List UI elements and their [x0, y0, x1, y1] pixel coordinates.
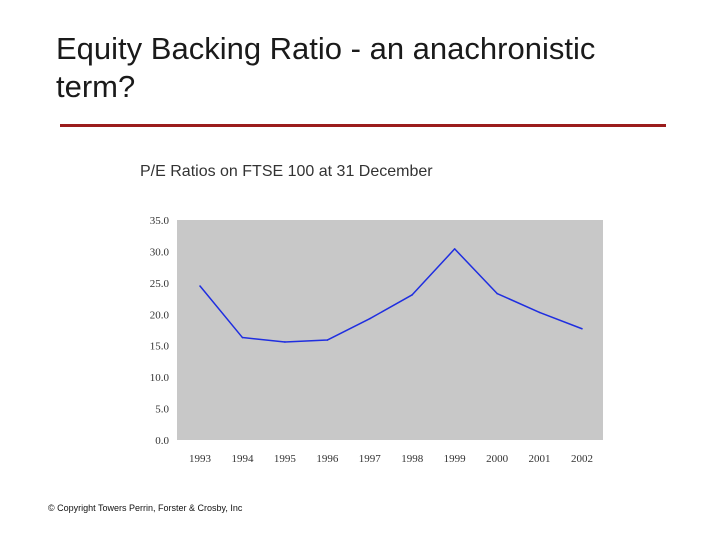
- x-tick-label: 1997: [359, 453, 382, 465]
- data-point: [581, 327, 583, 330]
- x-tick-label: 1998: [401, 453, 424, 465]
- data-point: [368, 317, 371, 320]
- data-point: [538, 311, 541, 314]
- data-point: [284, 341, 286, 343]
- y-tick-label: 35.0: [150, 215, 170, 227]
- x-tick-label: 1996: [316, 453, 339, 465]
- x-axis-ticks: 1993 1994 1995 1996 1997 1998 1999 2000 2001 2002: [189, 453, 593, 465]
- data-point: [241, 336, 244, 339]
- data-point: [326, 339, 329, 341]
- plot-area: [177, 220, 603, 440]
- y-tick-label: 15.0: [150, 341, 170, 353]
- y-tick-label: 0.0: [155, 435, 169, 447]
- copyright-notice: © Copyright Towers Perrin, Forster & Cro…: [48, 503, 243, 513]
- data-point: [199, 285, 201, 287]
- x-tick-label: 2000: [486, 453, 509, 465]
- title-divider: [60, 124, 666, 127]
- slide-title: Equity Backing Ratio - an anachronistic …: [56, 31, 596, 104]
- x-tick-label: 1993: [189, 453, 212, 465]
- series-line: [199, 248, 583, 343]
- x-tick-label: 1994: [231, 453, 254, 465]
- data-point: [453, 248, 456, 250]
- y-tick-label: 10.0: [150, 372, 170, 384]
- x-tick-label: 2002: [571, 453, 593, 465]
- x-tick-label: 1999: [444, 453, 467, 465]
- chart-title: P/E Ratios on FTSE 100 at 31 December: [140, 163, 433, 180]
- y-tick-label: 25.0: [150, 278, 170, 290]
- y-tick-label: 5.0: [155, 404, 169, 416]
- data-point: [411, 294, 414, 296]
- x-tick-label: 1995: [274, 453, 297, 465]
- data-point: [496, 292, 498, 295]
- y-tick-label: 20.0: [150, 309, 170, 321]
- y-tick-label: 30.0: [150, 246, 170, 258]
- y-axis-ticks: 0.0 5.0 10.0 15.0 20.0 25.0 30.0 35.0: [150, 215, 170, 447]
- x-tick-label: 2001: [529, 453, 551, 465]
- series-group: [199, 248, 583, 343]
